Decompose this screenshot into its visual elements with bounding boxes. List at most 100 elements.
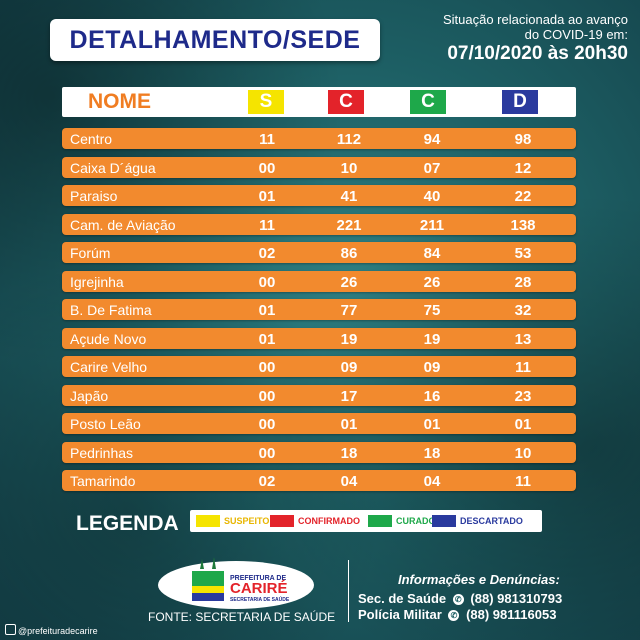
header-confirmado: C — [328, 90, 364, 114]
row-value-cu: 40 — [423, 188, 441, 205]
header-descartado: D — [502, 90, 538, 114]
row-value-c: 221 — [336, 216, 362, 234]
contact-label: Sec. de Saúde — [358, 591, 447, 606]
row-value-d: 23 — [514, 387, 532, 405]
row-name: Igrejinha — [70, 273, 124, 290]
row-value-c: 01 — [340, 416, 358, 433]
row-value-d: 28 — [514, 273, 532, 291]
whatsapp-icon: ✆ — [452, 594, 464, 605]
legend-label-curado: CURADO — [396, 516, 436, 526]
row-value-d: 11 — [515, 473, 531, 490]
contact-policia: Polícia Militar ✆ (88) 981116053 — [358, 607, 556, 622]
table-row: Japão 00 17 16 23 — [62, 384, 576, 406]
row-value-d: 138 — [510, 216, 536, 234]
row-value-s: 01 — [258, 302, 276, 319]
row-value-s: 00 — [258, 159, 276, 177]
situation-date: 07/10/2020 às 20h30 — [447, 43, 628, 64]
row-value-s: 02 — [258, 245, 276, 262]
legend-label-descartado: DESCARTADO — [460, 516, 523, 526]
instagram-handle[interactable]: @prefeituradecarire — [5, 624, 98, 636]
row-name: Caixa D´água — [70, 159, 156, 176]
header-suspeito: S — [248, 90, 284, 114]
legend-swatch-descartado — [432, 515, 456, 527]
legend-swatch-confirmado — [270, 515, 294, 527]
row-value-cu: 94 — [423, 131, 441, 148]
fonte-text: FONTE: SECRETARIA DE SAÚDE — [148, 610, 336, 624]
row-name: Paraiso — [70, 188, 118, 204]
row-value-c: 77 — [340, 302, 358, 319]
row-value-s: 00 — [258, 444, 276, 462]
row-name: B. De Fatima — [70, 302, 152, 318]
divider — [348, 560, 349, 622]
row-value-s: 11 — [259, 216, 275, 234]
table-row: Forúm 02 86 84 53 — [62, 242, 576, 263]
table-row: B. De Fatima 01 77 75 32 — [62, 299, 576, 320]
table-row: Tamarindo 02 04 04 11 — [62, 470, 576, 491]
legend-label-suspeito: SUSPEITO — [224, 516, 270, 526]
row-value-cu: 211 — [419, 216, 445, 234]
row-value-s: 11 — [259, 131, 275, 148]
row-value-d: 10 — [514, 444, 532, 462]
table-row: Posto Leão 00 01 01 01 — [62, 413, 576, 434]
table-row: Igrejinha 00 26 26 28 — [62, 270, 576, 292]
logo-text-2: CARIRÉ — [230, 580, 288, 597]
header-curado: C — [410, 90, 446, 114]
row-value-d: 11 — [515, 359, 531, 376]
legend-label-confirmado: CONFIRMADO — [298, 516, 360, 526]
table-row: Pedrinhas 00 18 18 10 — [62, 441, 576, 463]
row-value-c: 26 — [340, 273, 358, 291]
row-name: Tamarindo — [70, 473, 136, 489]
row-value-d: 01 — [514, 416, 532, 433]
row-value-c: 17 — [340, 387, 358, 405]
situation-line-1: Situação relacionada ao avanço — [442, 12, 628, 27]
row-name: Carire Velho — [70, 359, 148, 375]
row-value-s: 01 — [258, 188, 276, 205]
row-value-d: 22 — [514, 188, 532, 205]
row-value-c: 86 — [340, 245, 358, 262]
phone-icon: ✆ — [448, 610, 460, 621]
table-row: Carire Velho 00 09 09 11 — [62, 356, 576, 377]
row-value-s: 00 — [258, 387, 276, 405]
row-name: Posto Leão — [70, 416, 141, 432]
row-value-c: 41 — [340, 188, 358, 205]
legend-title: LEGENDA — [76, 512, 179, 535]
row-value-cu: 16 — [423, 387, 441, 405]
row-value-s: 02 — [258, 473, 276, 490]
table-row: Açude Novo 01 19 19 13 — [62, 327, 576, 349]
contact-phone[interactable]: (88) 981116053 — [466, 607, 557, 622]
row-name: Pedrinhas — [70, 444, 134, 461]
logo-text-3: SECRETARIA DE SAÚDE — [230, 596, 290, 603]
row-value-cu: 07 — [423, 159, 441, 177]
logo-text-1: PREFEITURA DE — [230, 575, 286, 582]
situation-line-2: do COVID-19 em: — [524, 27, 628, 42]
row-value-cu: 04 — [423, 473, 441, 490]
row-value-cu: 09 — [423, 359, 441, 376]
legend-box: SUSPEITO CONFIRMADO CURADO DESCARTADO — [190, 510, 542, 532]
table-header: NOME S C C D — [62, 87, 576, 117]
row-value-s: 00 — [258, 273, 276, 291]
row-value-cu: 01 — [423, 416, 441, 433]
page-title: DETALHAMENTO/SEDE — [69, 25, 361, 54]
row-value-s: 01 — [258, 330, 276, 348]
row-value-d: 13 — [514, 330, 532, 348]
row-value-d: 32 — [514, 302, 532, 319]
row-value-c: 19 — [340, 330, 358, 348]
row-name: Cam. de Aviação — [70, 216, 176, 233]
row-name: Açude Novo — [70, 330, 147, 347]
row-value-s: 00 — [258, 416, 276, 433]
table-row: Caixa D´água 00 10 07 12 — [62, 156, 576, 178]
situation-info: Situação relacionada ao avanço do COVID-… — [408, 12, 628, 64]
table-row: Cam. de Aviação 11 221 211 138 — [62, 213, 576, 235]
info-title: Informações e Denúncias: — [398, 572, 560, 587]
row-value-cu: 19 — [423, 330, 441, 348]
row-name: Japão — [70, 387, 109, 404]
prefeitura-logo: PREFEITURA DE CARIRÉ SECRETARIA DE SAÚDE — [158, 555, 328, 615]
row-value-d: 53 — [514, 245, 532, 262]
title-box: DETALHAMENTO/SEDE — [50, 19, 380, 61]
row-value-c: 09 — [340, 359, 358, 376]
row-value-s: 00 — [258, 359, 276, 376]
contact-phone[interactable]: (88) 981310793 — [470, 591, 563, 606]
contact-sec-saude: Sec. de Saúde ✆ (88) 981310793 — [358, 591, 562, 606]
row-value-c: 18 — [340, 444, 358, 462]
logo-graphic: PREFEITURA DE CARIRÉ SECRETARIA DE SAÚDE — [158, 557, 314, 609]
